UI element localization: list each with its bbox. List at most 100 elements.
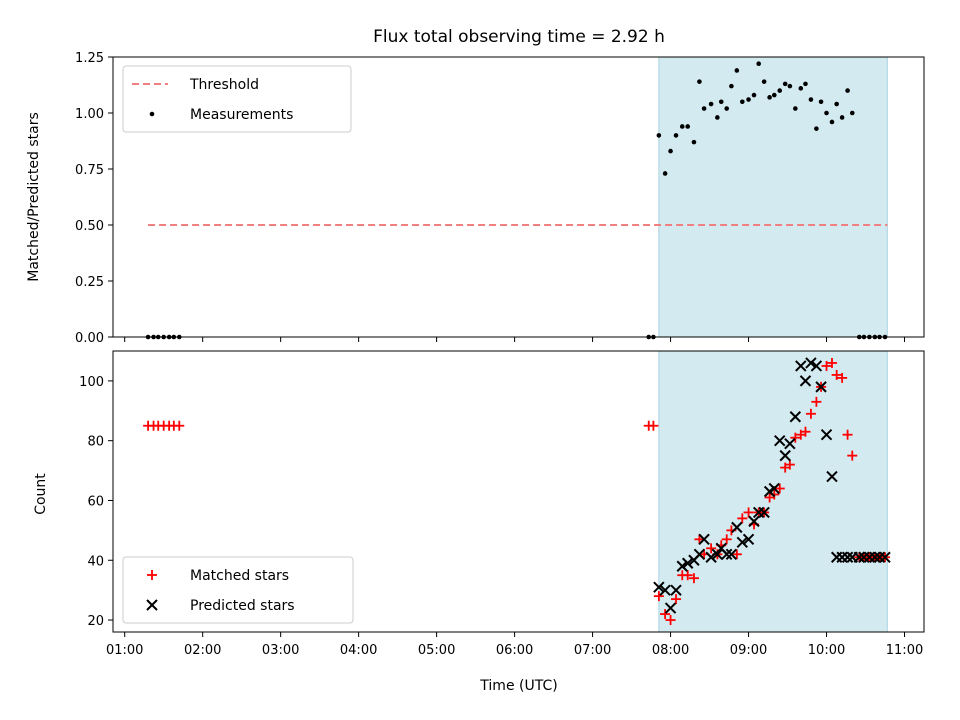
panel-counts-predicted-stars-point-b: [653, 581, 665, 593]
panel-ratio-measurements-point-shape: [824, 110, 829, 116]
panel-ratio-measurements-point: [787, 83, 793, 89]
panel-counts-legend-matched-stars-swatch: [147, 570, 157, 580]
panel-ratio-measurements-point-shape: [777, 88, 783, 93]
panel-ratio-measurements-point: [679, 124, 685, 129]
x-tick-label: 11:00: [886, 643, 923, 658]
panel-ratio-measurements-point-shape: [845, 88, 850, 93]
panel-counts-matched-stars-point: [743, 507, 754, 518]
panel-counts-predicted-stars-point: [653, 581, 665, 593]
panel-counts-predicted-stars-point-b: [810, 360, 823, 372]
panel-ratio-measurements-point-shape: [662, 171, 668, 176]
bottom-y-axis-label: Count: [33, 473, 49, 515]
panel-counts-predicted-stars-point: [774, 434, 786, 447]
panel-ratio-measurements-point-shape: [803, 81, 808, 87]
panel-ratio-measurements-point: [771, 92, 777, 98]
panel-counts-matched-stars-point: [831, 369, 842, 380]
panel-ratio-measurements-point-shape: [782, 81, 788, 87]
panel-counts-matched-stars-point: [721, 534, 732, 545]
panel-counts-predicted-stars-point-b: [784, 437, 796, 450]
panel-counts-predicted-stars-point: [795, 360, 807, 372]
panel-counts-matched-stars-point: [847, 450, 858, 461]
panel-ratio-measurements-point-shape: [834, 101, 839, 107]
panel-counts-matched-stars-point: [665, 615, 676, 626]
panel-ratio-measurements-point-shape: [701, 106, 707, 111]
panel-ratio-measurements-point: [839, 115, 845, 120]
plot-layer: 0.00 0.25 0.50 0.75 1.00 1.25 Threshold Measure…: [75, 51, 925, 658]
panel-counts-y-tick-label: 100: [79, 375, 104, 390]
panel-ratio-y-tick-label: 1.25: [75, 51, 104, 66]
panel-ratio-measurements-point-shape: [829, 119, 835, 125]
panel-counts-predicted-stars-point-b: [711, 548, 724, 560]
panel-counts-y-tick-label: 80: [87, 435, 104, 450]
panel-ratio-measurements-point: [697, 79, 702, 84]
panel-ratio-measurements-point-shape: [718, 99, 724, 105]
panel-ratio-measurements-point: [849, 110, 855, 116]
panel-counts-matched-stars-point: [821, 360, 832, 371]
panel-counts-legend-predicted-stars-label: Predicted stars: [190, 598, 295, 614]
panel-ratio-y-tick-label: 0.00: [75, 331, 104, 346]
panel-counts-matched-stars-point: [837, 372, 848, 383]
panel-ratio-measurements-point-shape: [697, 79, 702, 84]
panel-counts-predicted-stars-point: [789, 411, 802, 423]
panel-counts-matched-stars-point: [671, 594, 682, 605]
panel-ratio-measurements-point-shape: [708, 101, 714, 107]
panel-counts-predicted-stars-point-b: [731, 521, 743, 534]
x-tick-label: 03:00: [262, 643, 299, 658]
panel-ratio-legend-measurements-swatch-shape: [149, 111, 155, 117]
panel-counts-predicted-stars-point: [659, 584, 671, 596]
panel-counts-predicted-stars-point: [869, 551, 881, 563]
panel-ratio-legend-measurements-label: Measurements: [190, 107, 293, 123]
panel-ratio-measurements-point: [740, 99, 745, 105]
panel-counts-matched-stars-point: [174, 420, 185, 431]
panel-ratio-measurements-point: [818, 99, 824, 105]
panel-ratio-measurements-point-shape: [740, 99, 745, 105]
panel-ratio-measurements-point: [808, 97, 814, 102]
panel-ratio-y-tick-label: 0.50: [75, 219, 104, 234]
panel-ratio-measurements-point-shape: [685, 124, 691, 129]
panel-ratio-measurements-point-shape: [761, 79, 767, 84]
panel-counts-matched-stars-point: [805, 408, 816, 419]
x-axis-label: Time (UTC): [479, 678, 557, 694]
panel-counts-predicted-stars-point-b: [659, 584, 671, 596]
panel-counts-predicted-stars-point: [853, 551, 865, 563]
panel-counts-predicted-stars-point-b: [715, 542, 727, 555]
panel-counts-y-tick-label: 20: [87, 614, 104, 629]
panel-ratio-measurements-point-shape: [793, 106, 798, 111]
panel-counts-matched-stars-point: [790, 432, 801, 443]
panel-ratio-measurements-point-shape: [787, 83, 793, 89]
panel-counts-predicted-stars-point: [731, 521, 743, 534]
panel-counts-legend-predicted-stars-swatch-b: [146, 599, 158, 611]
panel-ratio-measurements-point: [814, 126, 819, 131]
panel-ratio-measurements-point: [691, 139, 697, 145]
panel-counts-predicted-stars-point: [682, 557, 694, 569]
x-tick-label: 04:00: [340, 643, 377, 658]
panel-counts-predicted-stars-point-b: [879, 551, 891, 563]
panel-counts-matched-stars-point: [682, 570, 693, 581]
panel-counts-matched-stars-point: [737, 513, 748, 524]
panel-ratio-measurements-point: [767, 95, 772, 100]
panel-counts-predicted-stars-point: [799, 375, 812, 387]
panel-counts-predicted-stars-point: [815, 381, 827, 393]
panel-counts-matched-stars-point: [811, 396, 822, 407]
panel-counts-predicted-stars-point: [768, 482, 780, 495]
panel-ratio-measurements-point: [829, 119, 835, 125]
panel-counts-predicted-stars-point-b: [748, 515, 760, 528]
panel-ratio-measurements-point-shape: [679, 124, 685, 129]
panel-counts-predicted-stars-point-b: [725, 548, 738, 560]
panel-counts-predicted-stars-point-b: [676, 560, 688, 572]
panel-ratio-frame: [112, 56, 925, 338]
panel-counts-predicted-stars-point: [693, 548, 706, 560]
panel-counts-predicted-stars-point-b: [682, 557, 694, 569]
panel-counts-predicted-stars-point-b: [698, 533, 710, 546]
panel-counts-predicted-stars-point-b: [853, 551, 865, 563]
panel-ratio-measurements-point: [834, 101, 839, 107]
panel-ratio-measurements-point: [729, 83, 734, 89]
panel-counts-matched-stars-point: [660, 609, 671, 620]
panel-counts-predicted-stars-point-b: [774, 434, 786, 447]
panel-ratio-measurements-point: [746, 97, 751, 102]
panel-counts-predicted-stars-point-b: [820, 428, 833, 441]
panel-counts-predicted-stars-point-b: [670, 584, 682, 596]
panel-counts-predicted-stars-point: [820, 428, 833, 441]
panel-counts-frame: [112, 350, 925, 633]
